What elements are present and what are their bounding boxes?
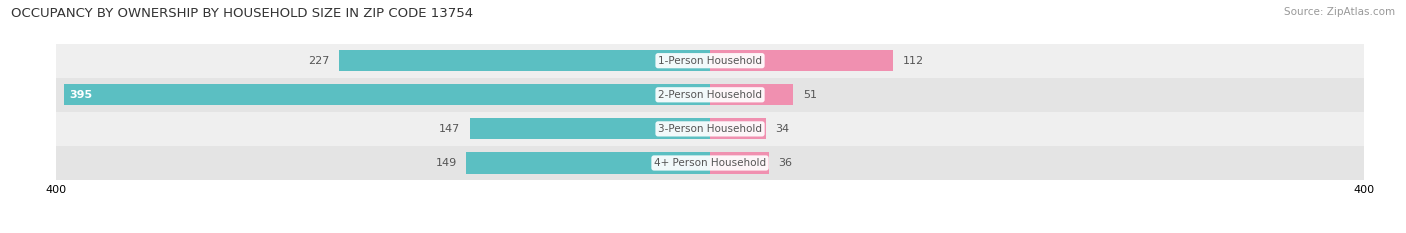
Text: 149: 149 bbox=[436, 158, 457, 168]
Bar bbox=[710, 84, 793, 105]
Bar bbox=[710, 118, 766, 140]
Bar bbox=[65, 84, 710, 105]
Text: 112: 112 bbox=[903, 56, 924, 66]
Text: 2-Person Household: 2-Person Household bbox=[658, 90, 762, 100]
Text: 51: 51 bbox=[803, 90, 817, 100]
Text: 4+ Person Household: 4+ Person Household bbox=[654, 158, 766, 168]
Text: 1-Person Household: 1-Person Household bbox=[658, 56, 762, 66]
Text: 227: 227 bbox=[308, 56, 329, 66]
Bar bbox=[56, 78, 1364, 112]
Text: 147: 147 bbox=[439, 124, 460, 134]
Text: 34: 34 bbox=[776, 124, 790, 134]
Text: Source: ZipAtlas.com: Source: ZipAtlas.com bbox=[1284, 7, 1395, 17]
Text: 3-Person Household: 3-Person Household bbox=[658, 124, 762, 134]
Text: 36: 36 bbox=[779, 158, 793, 168]
Bar bbox=[467, 152, 710, 174]
Text: OCCUPANCY BY OWNERSHIP BY HOUSEHOLD SIZE IN ZIP CODE 13754: OCCUPANCY BY OWNERSHIP BY HOUSEHOLD SIZE… bbox=[11, 7, 474, 20]
Bar bbox=[56, 44, 1364, 78]
Bar bbox=[56, 146, 1364, 180]
Bar bbox=[56, 112, 1364, 146]
Bar bbox=[470, 118, 710, 140]
Bar bbox=[339, 50, 710, 71]
Bar bbox=[710, 152, 769, 174]
Text: 395: 395 bbox=[69, 90, 93, 100]
Bar bbox=[710, 50, 893, 71]
